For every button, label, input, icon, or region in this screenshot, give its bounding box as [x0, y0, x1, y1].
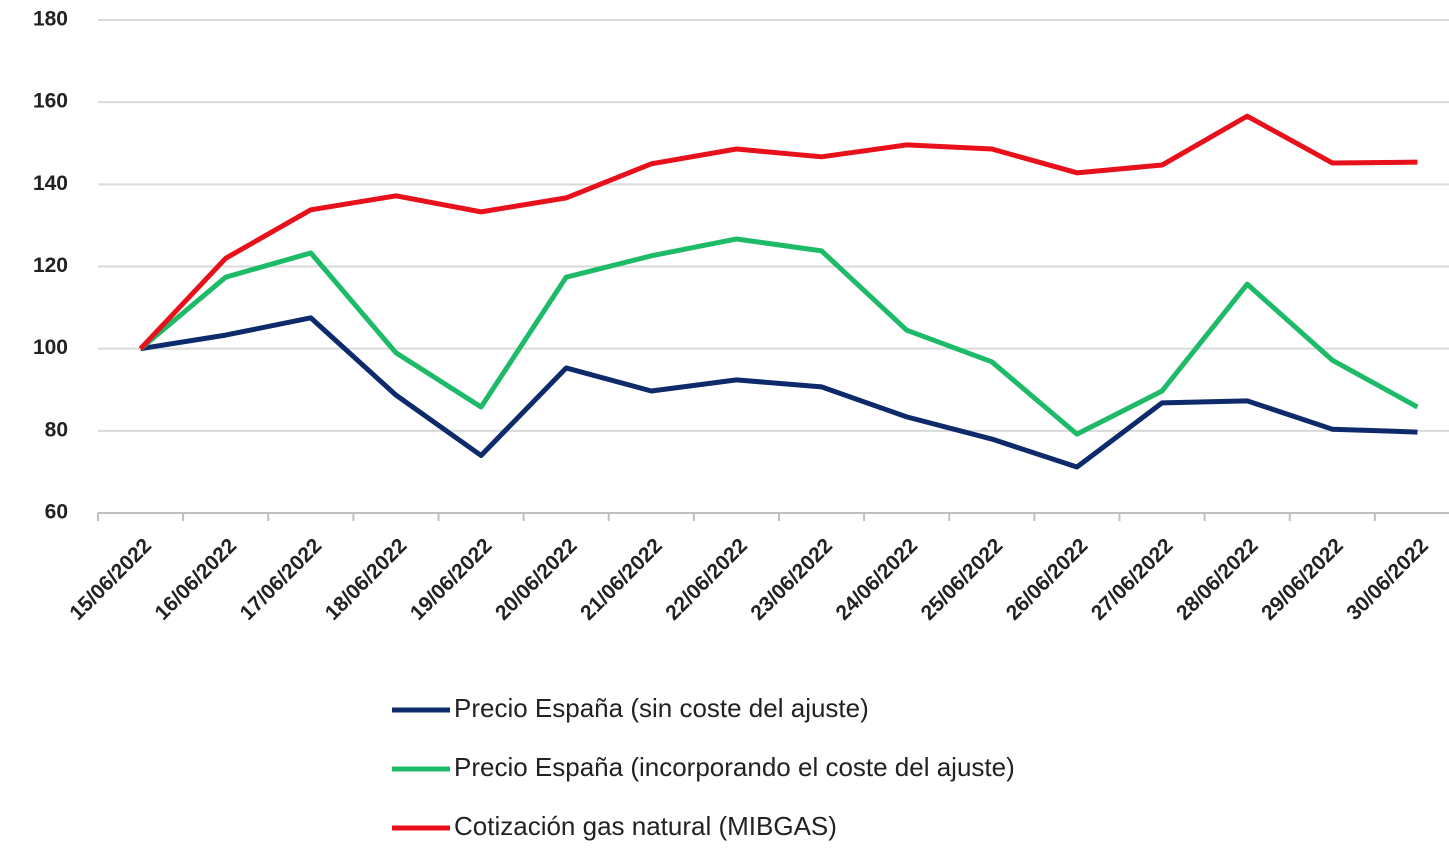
- x-tick-label: 15/06/2022: [65, 534, 156, 625]
- y-tick-label: 160: [33, 90, 68, 113]
- x-tick-label: 18/06/2022: [321, 534, 412, 625]
- x-tick-label: 20/06/2022: [491, 534, 582, 625]
- y-tick-label: 100: [33, 336, 68, 359]
- legend-label: Precio España (incorporando el coste del…: [454, 752, 1015, 782]
- y-tick-label: 60: [45, 501, 68, 524]
- y-tick-label: 180: [33, 8, 68, 31]
- x-tick-label: 23/06/2022: [746, 534, 837, 625]
- x-tick-label: 16/06/2022: [151, 534, 242, 625]
- x-tick-label: 25/06/2022: [917, 534, 1008, 625]
- line-series: [138, 236, 1419, 437]
- y-tick-label: 80: [45, 418, 68, 441]
- x-tick-label: 24/06/2022: [832, 534, 923, 625]
- x-tick-label: 26/06/2022: [1002, 534, 1093, 625]
- line-series: [140, 315, 1418, 470]
- x-tick-label: 21/06/2022: [576, 534, 667, 625]
- y-tick-label: 120: [33, 254, 68, 277]
- x-tick-label: 17/06/2022: [236, 534, 327, 625]
- line-series: [138, 113, 1418, 351]
- x-tick-label: 27/06/2022: [1087, 534, 1178, 625]
- x-tick-label: 22/06/2022: [661, 534, 752, 625]
- x-tick-label: 29/06/2022: [1257, 534, 1348, 625]
- x-tick-label: 19/06/2022: [406, 534, 497, 625]
- legend-label: Cotización gas natural (MIBGAS): [454, 811, 837, 841]
- x-tick-label: 30/06/2022: [1342, 534, 1433, 625]
- legend-label: Precio España (sin coste del ajuste): [454, 693, 869, 723]
- x-tick-label: 28/06/2022: [1172, 534, 1263, 625]
- y-tick-label: 140: [33, 172, 68, 195]
